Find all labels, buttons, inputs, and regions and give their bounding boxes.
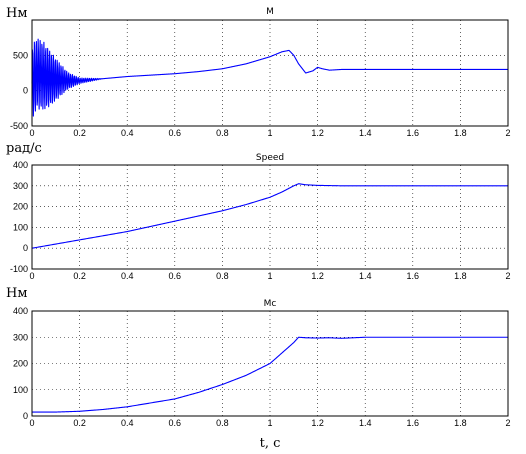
- y-tick-label: -500: [10, 121, 28, 131]
- x-tick-label: 1.6: [407, 128, 420, 138]
- x-tick-label: 0: [29, 128, 34, 138]
- x-tick-label: 0.4: [121, 418, 134, 428]
- x-tick-label: 0.4: [121, 128, 134, 138]
- x-tick-label: 0.8: [216, 271, 229, 281]
- x-tick-label: 1: [267, 418, 272, 428]
- y-tick-label: 0: [23, 411, 28, 421]
- y-axis-unit-label: Нм: [6, 286, 27, 301]
- x-tick-label: 0.8: [216, 418, 229, 428]
- y-tick-label: 100: [13, 222, 28, 232]
- y-tick-label: 0: [23, 243, 28, 253]
- y-axis-unit-label: Нм: [6, 6, 27, 21]
- x-tick-label: 1.4: [359, 271, 372, 281]
- x-tick-label: 0.2: [73, 271, 86, 281]
- x-tick-label: 1.2: [311, 271, 324, 281]
- y-tick-label: 500: [13, 50, 28, 60]
- x-tick-label: 2: [505, 418, 510, 428]
- y-tick-label: 400: [13, 306, 28, 316]
- x-tick-label: 0.2: [73, 128, 86, 138]
- y-axis-unit-label: рад/с: [6, 141, 42, 156]
- x-tick-label: 0.6: [169, 418, 182, 428]
- y-tick-label: 200: [13, 202, 28, 212]
- y-tick-label: 300: [13, 332, 28, 342]
- series-line: [32, 336, 508, 413]
- x-tick-label: 1.6: [407, 418, 420, 428]
- x-tick-label: 1.8: [454, 271, 467, 281]
- series-line: [31, 38, 509, 117]
- x-tick-label: 1.8: [454, 418, 467, 428]
- chart-title: Mc: [264, 299, 277, 309]
- x-tick-label: 0.2: [73, 418, 86, 428]
- y-tick-label: 400: [13, 160, 28, 170]
- x-tick-label: 0: [29, 271, 34, 281]
- y-tick-label: -100: [10, 264, 28, 274]
- x-tick-label: 0.6: [169, 271, 182, 281]
- y-tick-label: 300: [13, 181, 28, 191]
- chart-panel-mc: Нм Mc t, c 0 100 200 300 400 0 0.2 0.4 0.6 0.8 1 1.…: [6, 286, 511, 451]
- x-tick-label: 1.8: [454, 128, 467, 138]
- x-tick-label: 1.4: [359, 128, 372, 138]
- x-tick-label: 2: [505, 271, 510, 281]
- x-tick-label: 1: [267, 271, 272, 281]
- chart-title: Speed: [256, 153, 284, 163]
- x-tick-label: 0.4: [121, 271, 134, 281]
- x-tick-label: 2: [505, 128, 510, 138]
- x-tick-label: 0: [29, 418, 34, 428]
- plot-border: [31, 19, 509, 127]
- y-tick-label: 200: [13, 359, 28, 369]
- plot-border: [31, 164, 509, 270]
- y-tick-label: 0: [23, 86, 28, 96]
- x-tick-label: 1.6: [407, 271, 420, 281]
- x-tick-label: 0.8: [216, 128, 229, 138]
- x-tick-label: 1.2: [311, 418, 324, 428]
- x-tick-label: 1.2: [311, 128, 324, 138]
- x-axis-label: t, c: [260, 436, 281, 451]
- x-tick-label: 1.4: [359, 418, 372, 428]
- chart-title: M: [266, 7, 274, 17]
- x-tick-label: 1: [267, 128, 272, 138]
- series-line: [31, 183, 508, 249]
- x-tick-label: 0.6: [169, 128, 182, 138]
- y-tick-label: 100: [13, 385, 28, 395]
- plot-border: [31, 310, 509, 417]
